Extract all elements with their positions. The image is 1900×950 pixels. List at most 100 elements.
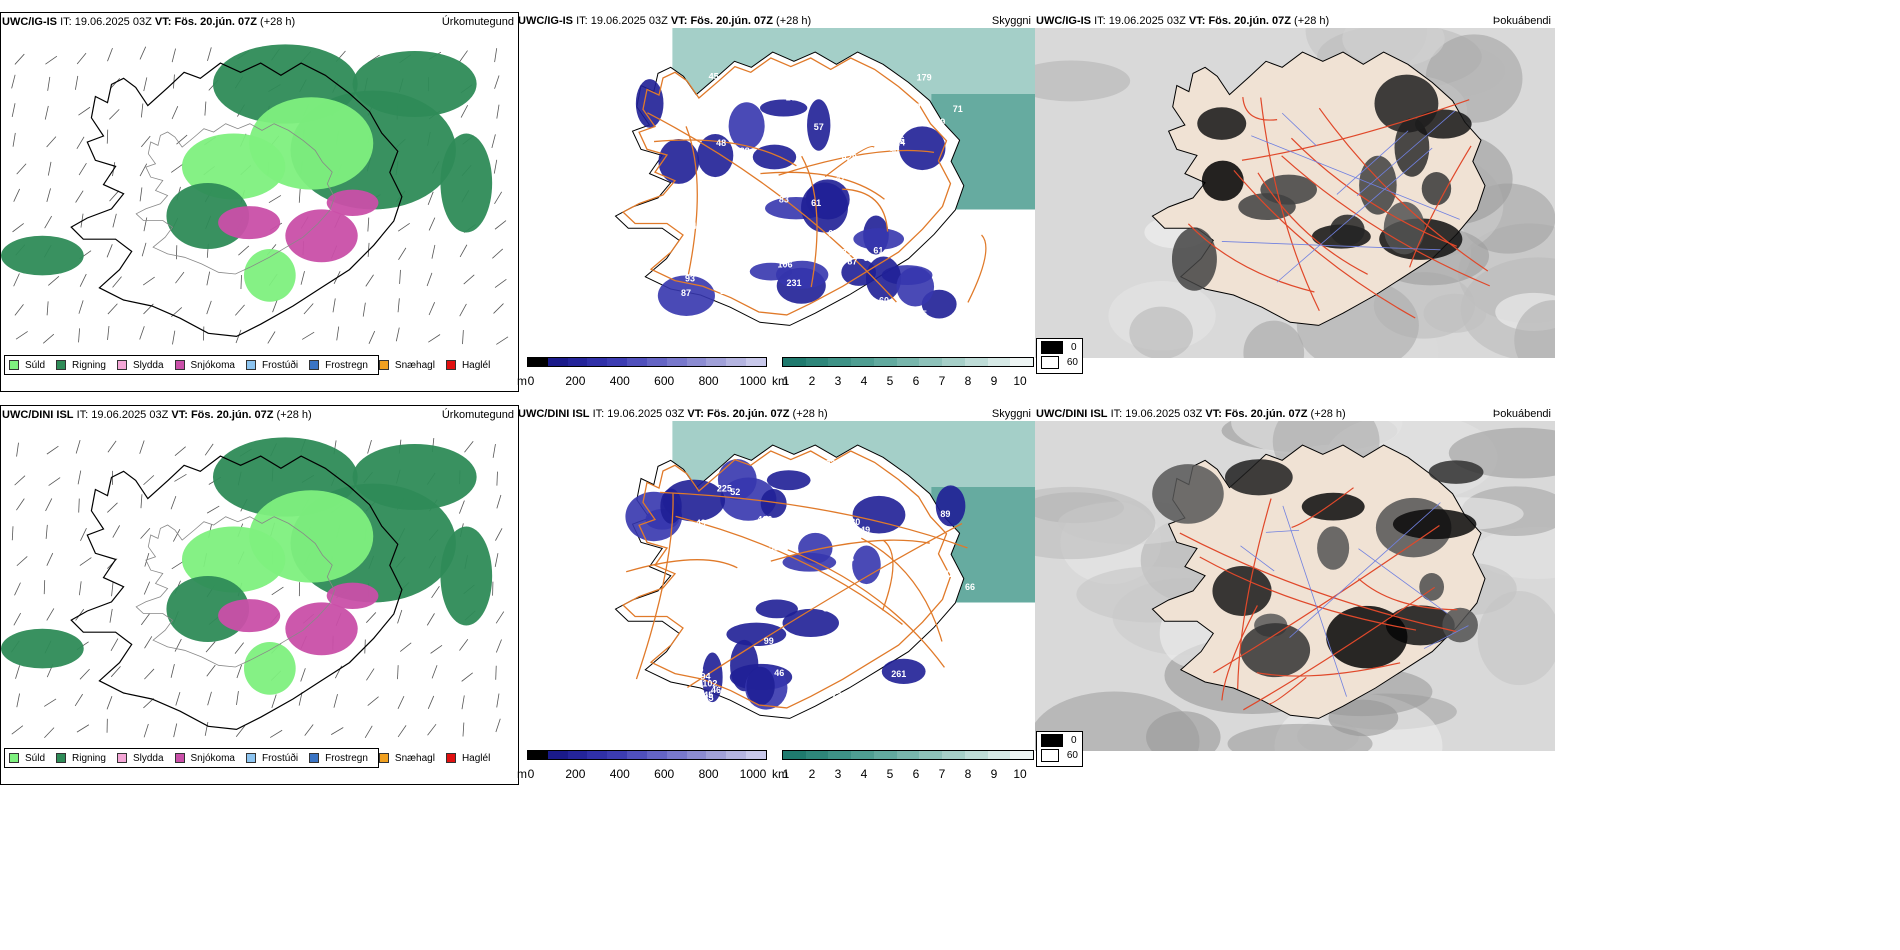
model-name: UWC/IG-IS bbox=[518, 15, 573, 27]
precip-area bbox=[243, 642, 296, 695]
cloudbase-value: 55 bbox=[769, 542, 779, 552]
fog-area bbox=[1392, 509, 1477, 540]
wind-barb bbox=[397, 695, 405, 709]
ring-road bbox=[621, 57, 952, 316]
legend-swatch bbox=[245, 753, 256, 763]
wind-barb bbox=[206, 664, 216, 677]
wind-barb bbox=[207, 691, 212, 706]
cloudbase-value: 71 bbox=[953, 104, 963, 114]
colorbar-cell bbox=[627, 751, 647, 759]
road bbox=[881, 539, 894, 611]
fog-area bbox=[1394, 118, 1430, 177]
fog-area bbox=[1383, 201, 1425, 255]
colorbar-cell bbox=[805, 358, 829, 366]
wind-barb bbox=[492, 248, 504, 259]
wind-barb bbox=[75, 75, 79, 90]
colorbar-tick: 1000 bbox=[739, 767, 767, 781]
road bbox=[685, 126, 698, 275]
cloudbase-value: 99 bbox=[764, 636, 774, 646]
colorbar-tick: 400 bbox=[609, 374, 630, 388]
wind-barb bbox=[270, 729, 283, 738]
wind-barb bbox=[13, 188, 20, 202]
wind-barb bbox=[14, 582, 21, 596]
wind-barb bbox=[46, 301, 49, 316]
it-value: 19.06.2025 03Z bbox=[1108, 15, 1186, 27]
low-cloud-area bbox=[798, 532, 833, 564]
model-name: UWC/DINI ISL bbox=[518, 408, 590, 420]
map-canvas bbox=[1, 44, 509, 345]
lead-time: (+28 h) bbox=[260, 16, 296, 28]
legend-label: Súld bbox=[25, 359, 46, 371]
low-cloud-area bbox=[728, 102, 765, 150]
colorbar-strip bbox=[782, 357, 1034, 367]
lead-time: (+28 h) bbox=[1294, 15, 1330, 27]
ring-road bbox=[621, 450, 952, 709]
legend-label: Haglél bbox=[461, 752, 491, 764]
road bbox=[1358, 578, 1458, 611]
cloudbase-value: 196 bbox=[757, 302, 772, 312]
wind-barb bbox=[367, 217, 370, 232]
wind-barb bbox=[495, 665, 497, 680]
fog-area bbox=[1329, 214, 1365, 246]
colorbar-cell bbox=[587, 358, 608, 366]
wind-barb bbox=[271, 586, 284, 596]
wind-barb bbox=[79, 273, 87, 287]
map-canvas bbox=[1, 437, 505, 739]
cloudbase-value: 49 bbox=[860, 525, 870, 535]
cloudbase-value: 104 bbox=[786, 93, 801, 103]
legend-item: Slydda bbox=[116, 753, 164, 764]
vt-value: Fös. 20.jún. 07Z bbox=[690, 15, 773, 27]
cloudbase-value: 45 bbox=[767, 83, 777, 93]
wind-barb bbox=[495, 611, 505, 624]
colorbar-tick: 3 bbox=[834, 374, 842, 388]
wind-barb bbox=[174, 446, 186, 456]
colorbar-cell bbox=[1010, 751, 1034, 759]
road bbox=[635, 493, 674, 680]
wind-barb bbox=[463, 274, 475, 285]
legend-item: Snjókoma bbox=[174, 753, 235, 764]
wind-barb bbox=[204, 721, 209, 736]
wind-barb bbox=[11, 103, 16, 118]
wind-barb bbox=[78, 162, 87, 176]
lead-time: (+28 h) bbox=[276, 409, 312, 421]
legend-item: Rigning bbox=[56, 360, 106, 371]
lead-time: (+28 h) bbox=[1310, 408, 1346, 420]
fog-shade bbox=[1035, 486, 1156, 560]
road bbox=[1256, 662, 1401, 677]
fog-shade bbox=[1129, 306, 1194, 358]
cloudbase-value: 45 bbox=[703, 693, 713, 703]
wind-barb bbox=[271, 694, 277, 708]
cloudbase-value: 172 bbox=[939, 569, 954, 579]
cloudbase-value: 90 bbox=[889, 145, 899, 155]
wind-barb bbox=[460, 105, 469, 118]
colorbar-cell bbox=[746, 358, 766, 366]
precip-area bbox=[1, 235, 84, 276]
cloudbase-value: 524 bbox=[890, 137, 905, 147]
wind-barb bbox=[77, 470, 82, 485]
vt-label: VT: bbox=[171, 409, 188, 421]
road bbox=[861, 537, 943, 642]
colorbar-tick: 6 bbox=[912, 374, 920, 388]
wind-barb bbox=[426, 272, 433, 287]
colorbar-tick: 800 bbox=[698, 767, 719, 781]
river bbox=[1276, 147, 1433, 283]
cloudbase-value: 59 bbox=[913, 256, 923, 266]
map-canvas: 524 71 145 126 179 235 196 428 38 42 47 55 68 59 58 72 5… bbox=[614, 28, 1035, 326]
cloudbase-value: 15 bbox=[729, 281, 739, 291]
precip-area bbox=[218, 599, 281, 633]
colorbar-cell bbox=[851, 358, 874, 366]
fog-area bbox=[1359, 155, 1397, 215]
panel-title: UWC/DINI ISL IT: 19.06.2025 03Z VT: Fös.… bbox=[518, 408, 828, 420]
wind-barb bbox=[428, 334, 441, 343]
it-value: 19.06.2025 03Z bbox=[1125, 408, 1203, 420]
low-cloud-area bbox=[852, 545, 881, 585]
legend-item: Frostregn bbox=[309, 360, 368, 371]
colorbar-cell bbox=[726, 358, 747, 366]
low-cloud-area bbox=[635, 79, 664, 128]
wind-barb bbox=[109, 190, 120, 202]
cloudbase-value: 231 bbox=[787, 278, 802, 288]
colorbar-tick: 10 bbox=[1013, 767, 1027, 781]
wind-barb bbox=[172, 330, 176, 345]
road bbox=[660, 491, 968, 549]
